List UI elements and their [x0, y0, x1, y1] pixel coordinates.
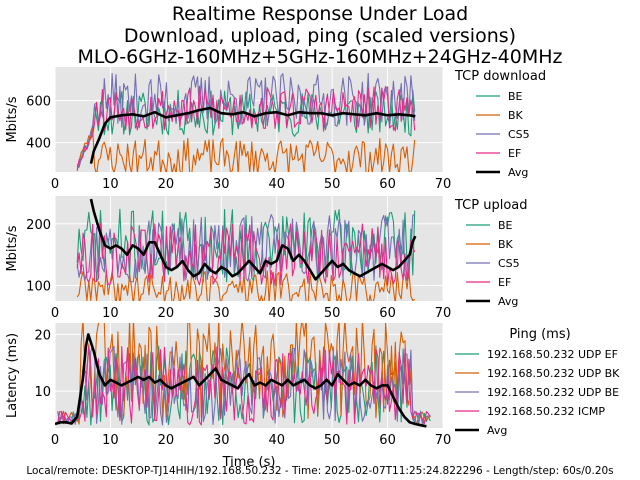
series-line-cs5	[76, 72, 416, 168]
chart-title-line-3: MLO-6GHz-160MHz+5GHz-160MHz+24GHz-40MHz	[77, 46, 562, 68]
x-tick-label: 50	[324, 177, 341, 192]
y-tick-label: 600	[26, 95, 51, 110]
x-tick-label: 20	[158, 306, 175, 321]
legend-entry: EF	[498, 276, 511, 289]
footer-text: Local/remote: DESKTOP-TJ14HIH/192.168.50…	[26, 465, 613, 477]
legend-entry: Avg	[498, 295, 518, 308]
series-group	[76, 198, 417, 301]
legend: TCP upload BE BK CS5 EF Avg	[454, 198, 528, 308]
panel-1: 0 10 20 30 40 50 60 70 400 600 Mbits/s TCP download…	[5, 67, 546, 192]
x-tick-label: 0	[51, 433, 59, 448]
x-tick-label: 70	[435, 177, 452, 192]
y-tick-label: 400	[26, 137, 51, 152]
legend-entry: 192.168.50.232 ICMP	[487, 405, 605, 418]
legend-entry: CS5	[508, 128, 530, 141]
panel-2: 0 10 20 30 40 50 60 70 100 200 Mbits/s TCP upload BE…	[5, 196, 528, 321]
series-line-avg	[89, 198, 417, 281]
legend-entry: BE	[508, 90, 523, 103]
series-line-avg	[89, 106, 416, 164]
legend-title: TCP upload	[454, 198, 528, 213]
chart-title-line-1: Realtime Response Under Load	[172, 3, 468, 25]
legend-entry: 192.168.50.232 UDP EF	[487, 348, 618, 361]
x-tick-label: 40	[268, 306, 285, 321]
legend-title: Ping (ms)	[509, 327, 570, 342]
x-tick-label: 30	[213, 177, 230, 192]
legend-entry: 192.168.50.232 UDP BK	[487, 367, 620, 380]
legend-entry: EF	[508, 147, 521, 160]
x-tick-label: 20	[158, 177, 175, 192]
y-axis-label: Latency (ms)	[5, 333, 20, 418]
x-tick-label: 60	[379, 306, 396, 321]
legend-title: TCP download	[454, 69, 546, 84]
series-group	[76, 72, 416, 172]
x-tick-label: 30	[213, 433, 230, 448]
y-tick-label: 100	[26, 280, 51, 295]
x-tick-label: 10	[102, 306, 119, 321]
legend-entry: BE	[498, 219, 513, 232]
legend-entry: BK	[508, 109, 524, 122]
x-tick-label: 20	[158, 433, 175, 448]
chart-title-line-2: Download, upload, ping (scaled versions)	[124, 25, 516, 47]
legend-entry: Avg	[487, 424, 507, 437]
y-tick-label: 20	[34, 328, 51, 343]
panel-3: 0 10 20 30 40 50 60 70 10 20 Latency (ms) Time (s) P…	[5, 323, 620, 470]
x-tick-label: 30	[213, 306, 230, 321]
y-axis-label: Mbits/s	[5, 225, 20, 271]
x-tick-label: 0	[51, 306, 59, 321]
x-tick-label: 70	[435, 306, 452, 321]
series-line-ef	[76, 223, 416, 286]
x-tick-label: 10	[102, 433, 119, 448]
x-tick-label: 50	[324, 433, 341, 448]
x-tick-label: 60	[379, 177, 396, 192]
series-line-be	[76, 89, 416, 169]
y-tick-label: 200	[26, 218, 51, 233]
x-tick-label: 0	[51, 177, 59, 192]
legend-entry: CS5	[498, 257, 520, 270]
x-tick-label: 40	[268, 433, 285, 448]
series-line-192-168-50-232-udp-be	[57, 345, 431, 426]
legend-entry: Avg	[508, 166, 528, 179]
series-group	[55, 323, 431, 428]
series-line-192-168-50-232-icmp	[57, 345, 431, 426]
legend: TCP download BE BK CS5 EF Avg	[454, 69, 546, 179]
x-axis-label: Time (s)	[222, 455, 276, 470]
x-tick-label: 40	[268, 177, 285, 192]
legend: Ping (ms) 192.168.50.232 UDP EF 192.168.50…	[455, 327, 620, 437]
legend-entry: 192.168.50.232 UDP BE	[487, 386, 619, 399]
series-line-bk	[76, 127, 416, 172]
x-tick-label: 70	[435, 433, 452, 448]
y-tick-label: 10	[34, 385, 51, 400]
legend-entry: BK	[498, 238, 514, 251]
x-tick-label: 10	[102, 177, 119, 192]
y-axis-label: Mbits/s	[5, 96, 20, 142]
series-line-avg	[55, 333, 427, 428]
x-tick-label: 50	[324, 306, 341, 321]
x-tick-label: 60	[379, 433, 396, 448]
series-line-cs5	[76, 214, 415, 283]
